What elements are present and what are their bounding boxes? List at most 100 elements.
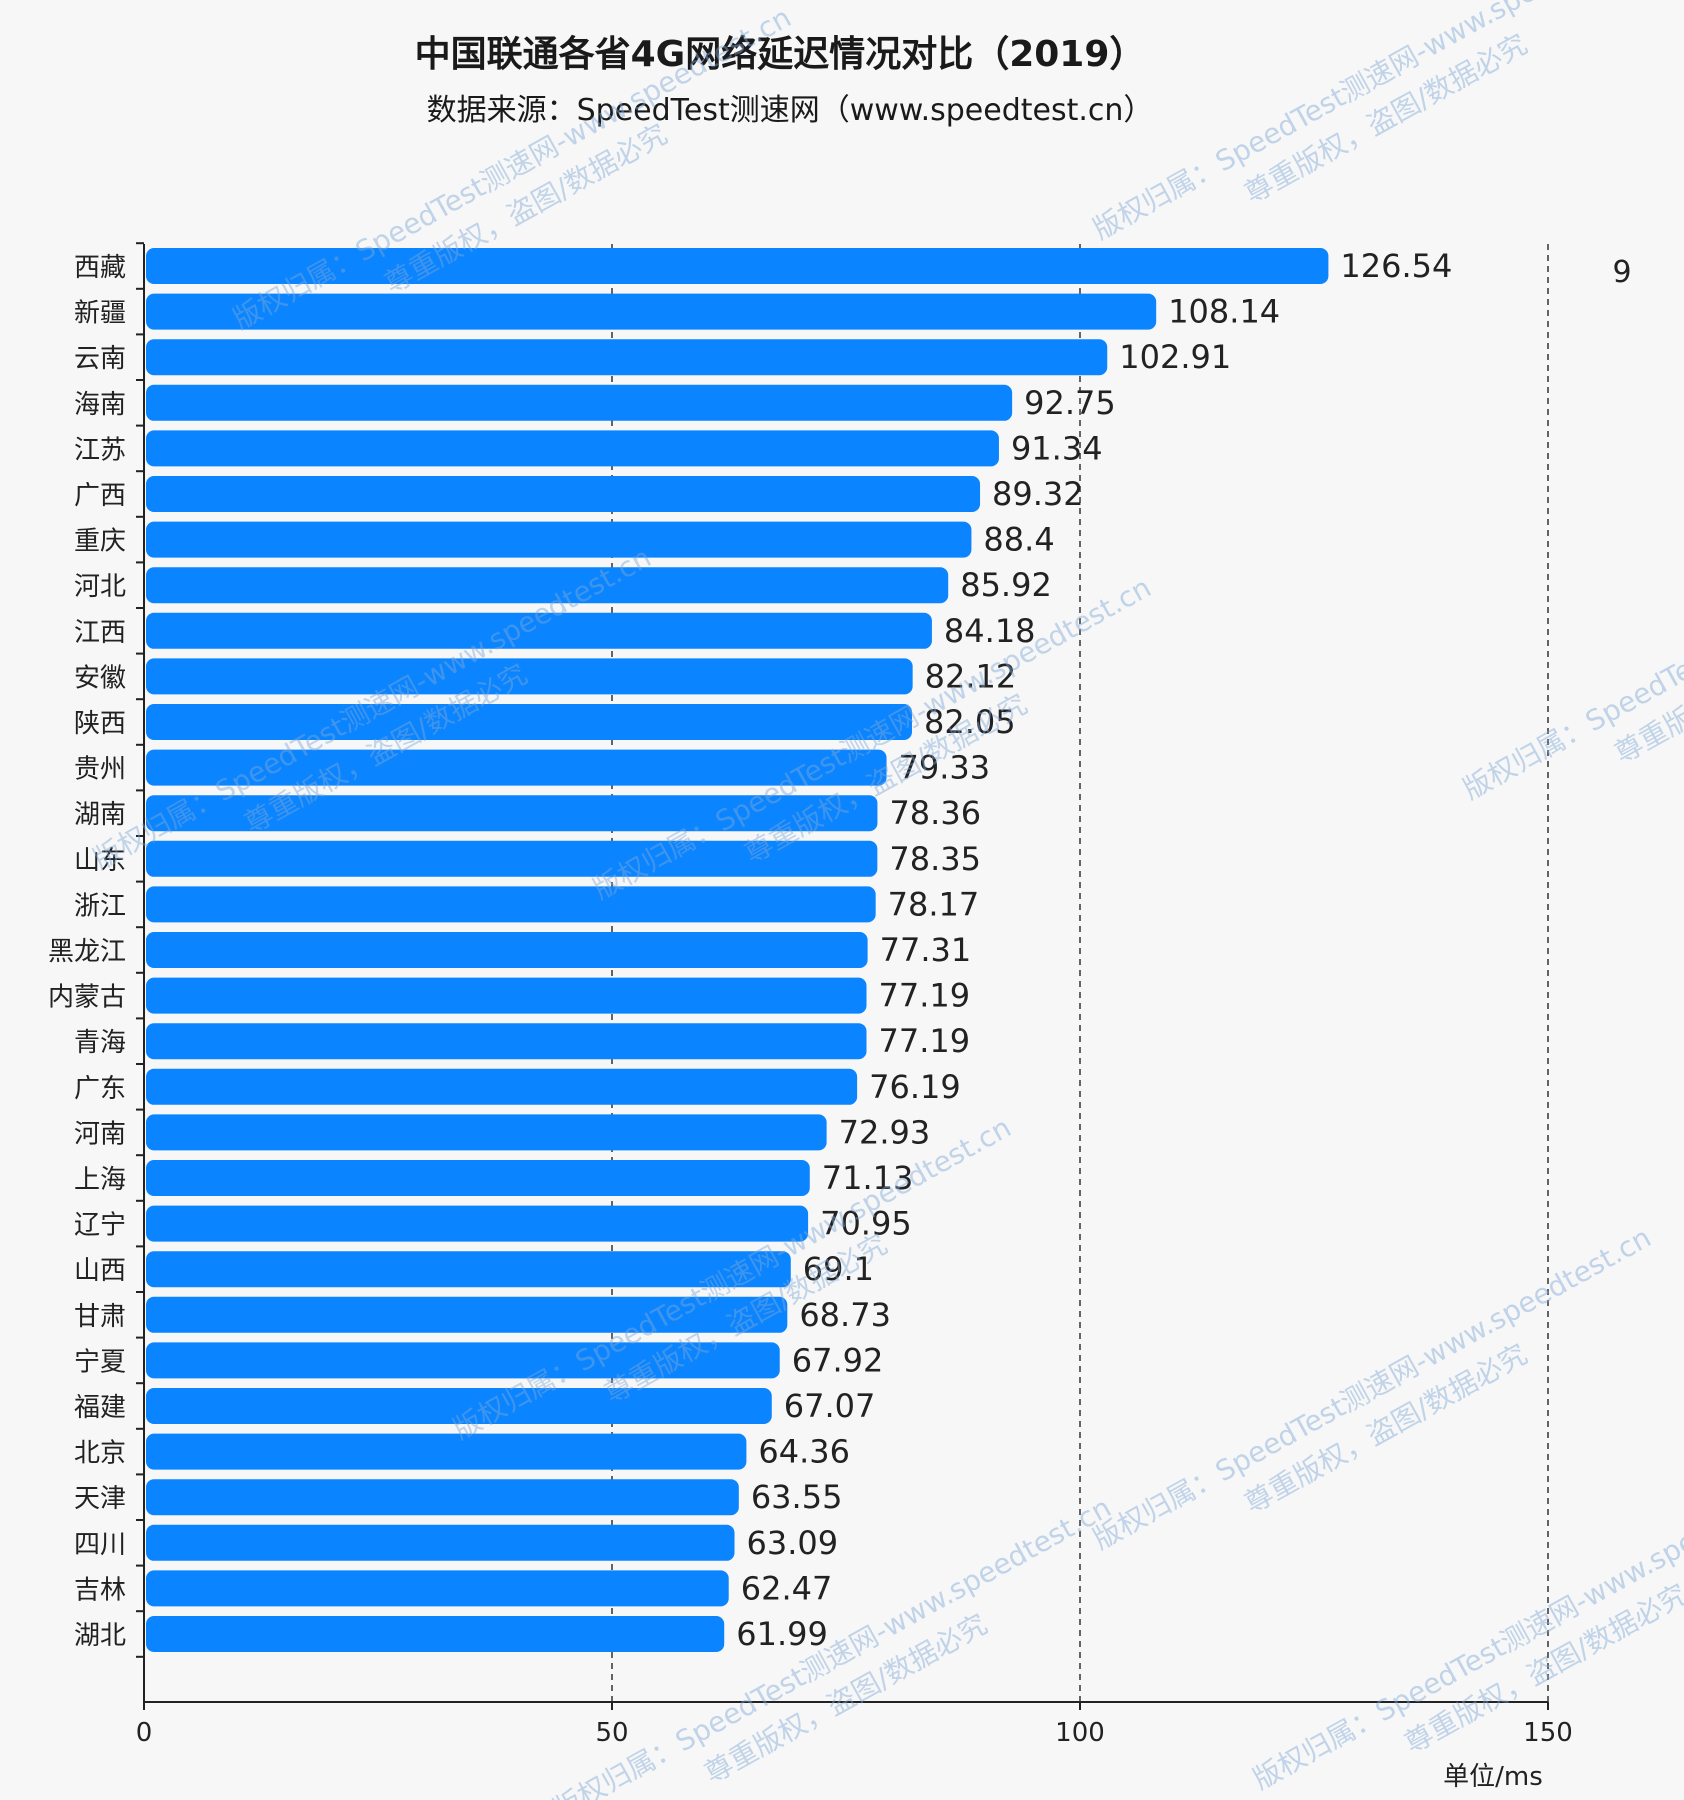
bar: [146, 1342, 780, 1379]
bar: [146, 1616, 725, 1652]
value-label: 85.92: [960, 566, 1052, 604]
value-label: 71.13: [822, 1159, 914, 1197]
axes: [136, 242, 1549, 1710]
category-label: 江西: [74, 618, 126, 648]
category-label: 河南: [74, 1119, 126, 1149]
watermark: 版权归属：SpeedTest测速网-www.speedtest.cn尊重版权，盗…: [1457, 471, 1684, 806]
bar: [146, 1479, 739, 1516]
value-label: 77.19: [878, 977, 970, 1015]
value-label: 82.12: [925, 657, 1017, 695]
value-label: 76.19: [869, 1068, 961, 1106]
watermark-line: 版权归属：SpeedTest测速网-www.speedtest.cn: [1087, 1221, 1656, 1556]
category-label: 浙江: [74, 891, 126, 921]
bar: [146, 293, 1157, 330]
x-tick-label: 0: [136, 1718, 153, 1748]
category-label: 湖北: [74, 1621, 126, 1651]
category-label: 天津: [74, 1484, 126, 1514]
bar: [146, 1251, 791, 1288]
category-label: 北京: [74, 1439, 126, 1469]
category-label: 江苏: [74, 435, 126, 465]
value-label: 69.1: [803, 1250, 874, 1288]
value-label: 61.99: [736, 1615, 828, 1653]
bar: [146, 1570, 729, 1607]
value-label: 92.75: [1024, 384, 1116, 422]
category-label: 山东: [74, 846, 126, 876]
bar: [146, 1023, 867, 1060]
watermark: 版权归属：SpeedTest测速网-www.speedtest.cn尊重版权，盗…: [1247, 1461, 1684, 1796]
category-label: 广西: [74, 481, 126, 511]
watermark: 版权归属：SpeedTest测速网-www.speedtest.cn尊重版权，盗…: [1087, 0, 1656, 246]
category-label: 吉林: [74, 1575, 126, 1605]
value-label: 78.36: [889, 794, 981, 832]
bar: [146, 339, 1108, 376]
category-label: 黑龙江: [48, 937, 126, 967]
category-label: 海南: [74, 390, 126, 420]
value-label: 88.4: [983, 521, 1054, 559]
category-label: 甘肃: [74, 1302, 126, 1332]
bar: [146, 1205, 809, 1242]
stray-label: 9: [1612, 255, 1631, 290]
bar: [146, 977, 867, 1014]
bar: [146, 658, 913, 695]
bar: [146, 384, 1013, 421]
x-axis-unit-label: 单位/ms: [1443, 1762, 1543, 1792]
category-label: 河北: [74, 572, 126, 602]
value-label: 67.92: [792, 1341, 884, 1379]
bar: [146, 1388, 772, 1424]
category-label: 四川: [74, 1530, 126, 1560]
bar: [146, 476, 981, 512]
bar: [146, 932, 868, 968]
category-label: 西藏: [74, 253, 126, 283]
bar: [146, 704, 912, 740]
category-label: 上海: [74, 1165, 126, 1195]
value-label: 63.55: [751, 1478, 843, 1516]
bar: [146, 248, 1329, 284]
value-label: 108.14: [1168, 293, 1280, 331]
value-label: 64.36: [758, 1433, 850, 1471]
category-label: 辽宁: [74, 1211, 126, 1241]
bar: [146, 1068, 858, 1105]
chart-subtitle: 数据来源：SpeedTest测速网（www.speedtest.cn）: [427, 93, 1154, 128]
category-label: 青海: [74, 1028, 126, 1058]
x-tick-label: 50: [595, 1718, 628, 1748]
category-label: 湖南: [74, 800, 126, 830]
value-label: 62.47: [741, 1569, 833, 1607]
bar: [146, 1433, 747, 1470]
value-label: 72.93: [839, 1113, 931, 1151]
bar: [146, 1160, 810, 1196]
value-label: 70.95: [820, 1205, 912, 1243]
value-label: 68.73: [799, 1296, 891, 1334]
category-label: 宁夏: [74, 1347, 126, 1377]
value-label: 67.07: [784, 1387, 876, 1425]
category-label: 福建: [74, 1393, 126, 1423]
bar: [146, 1524, 735, 1561]
value-label: 82.05: [924, 703, 1016, 741]
category-label: 重庆: [74, 527, 126, 557]
value-label: 126.54: [1340, 247, 1452, 285]
bar: [146, 567, 949, 604]
category-label: 内蒙古: [48, 983, 126, 1013]
bar: [146, 886, 876, 923]
value-label: 91.34: [1011, 429, 1103, 467]
value-label: 89.32: [992, 475, 1084, 513]
category-label: 安徽: [74, 663, 126, 693]
bar: [146, 612, 932, 649]
bars: [146, 248, 1329, 1652]
value-label: 78.35: [889, 840, 981, 878]
bar: [146, 749, 887, 786]
category-label: 广东: [74, 1074, 126, 1104]
category-label: 山西: [74, 1256, 126, 1286]
category-label: 新疆: [74, 299, 126, 329]
bar: [146, 795, 878, 832]
chart-title: 中国联通各省4G网络延迟情况对比（2019）: [415, 33, 1146, 75]
value-label: 63.09: [747, 1524, 839, 1562]
category-label: 陕西: [74, 709, 126, 739]
value-label: 78.17: [888, 885, 980, 923]
bar: [146, 430, 999, 467]
bar: [146, 1296, 788, 1333]
value-label: 84.18: [944, 612, 1036, 650]
labels: 126.54 西藏 108.14 新疆 102.91 云南 92.75 海南 91.34 江苏 89…: [48, 247, 1573, 1748]
value-label: 79.33: [899, 749, 991, 787]
watermark: 版权归属：SpeedTest测速网-www.speedtest.cn尊重版权，盗…: [1087, 1221, 1656, 1556]
